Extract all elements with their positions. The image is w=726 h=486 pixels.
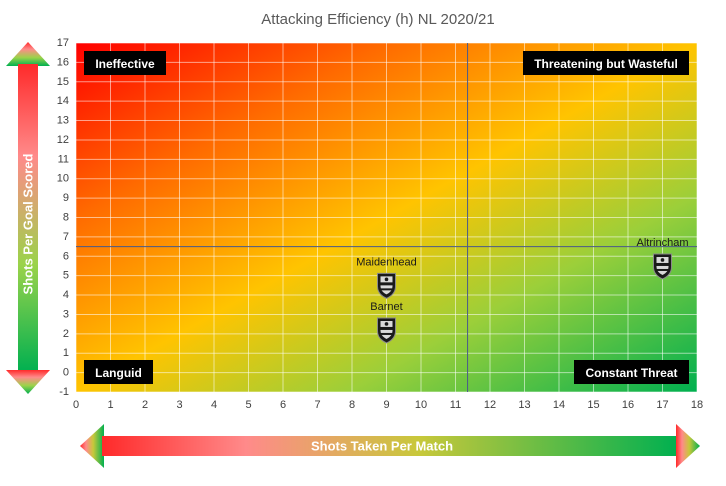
- x-tick-label: 15: [587, 399, 599, 411]
- x-tick-label: 16: [622, 399, 634, 411]
- x-tick-label: 14: [553, 399, 565, 411]
- x-tick-label: 18: [691, 399, 703, 411]
- point-label: Altrincham: [637, 237, 689, 249]
- y-tick-label: 11: [58, 153, 69, 165]
- y-tick-label: 15: [57, 76, 69, 88]
- y-tick-label: 16: [57, 56, 69, 68]
- quadrant-label: Threatening but Wasteful: [523, 51, 689, 75]
- quadrant-labels: Ineffective Threatening but Wasteful Langu…: [84, 51, 689, 384]
- reference-lines: [76, 43, 697, 392]
- x-tick-label: 9: [383, 399, 389, 411]
- y-tick-label: 8: [63, 212, 69, 224]
- y-tick-label: 4: [63, 289, 69, 301]
- x-tick-label: 5: [245, 399, 251, 411]
- quadrant-label-box: [574, 360, 689, 384]
- quadrant-label-box: [84, 360, 153, 384]
- point-label: Maidenhead: [356, 256, 417, 268]
- y-tick-label: 1: [63, 347, 69, 359]
- club-crest-icon: [377, 272, 396, 299]
- x-tick-label: 3: [176, 399, 182, 411]
- x-tick-label: 11: [450, 399, 461, 411]
- point-label: Barnet: [370, 301, 402, 313]
- quadrant-label-box: [84, 51, 166, 75]
- y-tick-label: 6: [63, 250, 69, 262]
- y-tick-label: 2: [63, 328, 69, 340]
- x-tick-label: 1: [107, 399, 113, 411]
- y-tick-label: 9: [63, 192, 69, 204]
- y-tick-label: 14: [57, 95, 69, 107]
- y-tick-label: 13: [57, 115, 69, 127]
- quadrant-label: Constant Threat: [574, 360, 689, 384]
- x-axis-ticks: 0 1 2 3 4 5 6 7 8 9 10 11 12 13 14 15 16 17 18: [73, 399, 703, 411]
- y-axis-arrow: Shots Per Goal Scored: [6, 42, 50, 394]
- x-tick-label: 12: [484, 399, 496, 411]
- quadrant-label-text: Ineffective: [95, 57, 155, 71]
- x-axis-label: Shots Taken Per Match: [311, 439, 453, 454]
- quadrant-label-text: Constant Threat: [585, 366, 677, 380]
- x-tick-label: 7: [314, 399, 320, 411]
- y-tick-label: 0: [63, 367, 69, 379]
- x-tick-label: 8: [349, 399, 355, 411]
- y-axis-label: Shots Per Goal Scored: [21, 154, 36, 295]
- data-point: Altrincham: [637, 237, 689, 280]
- data-point: Barnet: [370, 301, 403, 344]
- y-tick-label: 10: [57, 173, 69, 185]
- y-tick-label: 17: [57, 37, 69, 49]
- x-axis-arrow: Shots Taken Per Match: [80, 424, 700, 468]
- club-crest-icon: [653, 253, 672, 280]
- quadrant-label: Ineffective: [84, 51, 166, 75]
- data-point: Maidenhead: [356, 256, 417, 299]
- chart-title: Attacking Efficiency (h) NL 2020/21: [261, 11, 494, 28]
- data-points: Altrincham Maidenhead Barnet: [356, 237, 689, 344]
- y-tick-label: 5: [63, 270, 69, 282]
- quadrant-label-box: [523, 51, 689, 75]
- quadrant-label-text: Threatening but Wasteful: [534, 57, 678, 71]
- x-tick-label: 13: [518, 399, 530, 411]
- x-tick-label: 2: [142, 399, 148, 411]
- y-tick-label: 7: [63, 231, 69, 243]
- x-tick-label: 6: [280, 399, 286, 411]
- y-tick-label: 12: [57, 134, 69, 146]
- y-tick-label: -1: [59, 386, 69, 398]
- quadrant-label: Languid: [84, 360, 153, 384]
- x-tick-label: 17: [656, 399, 668, 411]
- y-tick-label: 3: [63, 308, 69, 320]
- club-crest-icon: [377, 317, 396, 344]
- quadrant-label-text: Languid: [95, 366, 142, 380]
- x-tick-label: 4: [211, 399, 217, 411]
- gridlines: [75, 42, 698, 393]
- x-tick-label: 0: [73, 399, 79, 411]
- x-tick-label: 10: [415, 399, 427, 411]
